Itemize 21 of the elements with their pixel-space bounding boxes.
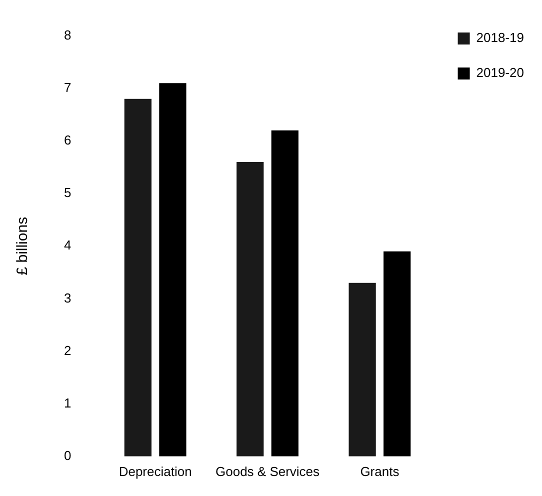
y-tick-label: 7 [64,80,72,95]
bar [348,282,376,456]
bar [236,162,264,456]
legend-label: 2019-20 [476,65,524,80]
y-tick-label: 4 [64,238,72,253]
y-tick-label: 5 [64,185,72,200]
y-tick-label: 1 [64,395,72,410]
y-tick-label: 8 [64,27,72,42]
y-tick-label: 3 [64,290,72,306]
x-tick-label: Depreciation [118,464,192,479]
y-tick-label: 0 [64,448,72,463]
x-tick-label: Goods & Services [215,464,320,479]
legend-label: 2018-19 [476,30,524,46]
bar [384,251,411,456]
y-tick-label: 2 [64,342,72,358]
bar [124,98,152,456]
y-tick-label: 6 [64,132,72,148]
x-tick-label: Grants [360,464,400,479]
bar [271,130,298,456]
bar [159,83,186,456]
y-axis-title: £ billions [14,216,32,276]
